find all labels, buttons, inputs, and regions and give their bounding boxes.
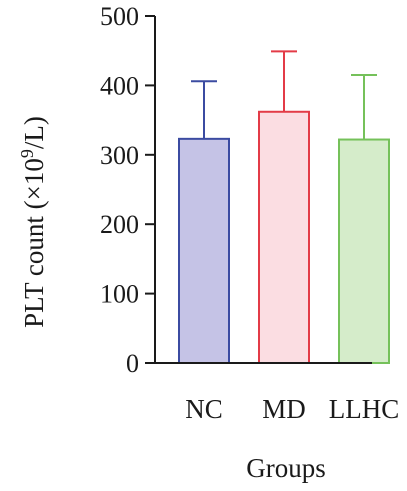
y-tick-label: 400 <box>100 71 139 100</box>
y-tick-label: 0 <box>126 349 139 378</box>
x-tick-label: LLHC <box>329 394 400 424</box>
bar-nc <box>178 137 230 364</box>
y-tick-label: 500 <box>100 2 139 31</box>
bar-md <box>258 110 310 364</box>
y-tick-label: 300 <box>100 141 139 170</box>
y-axis: 0 100 200 300 400 500 <box>100 2 156 378</box>
y-tick-label: 200 <box>100 210 139 239</box>
bars <box>178 50 390 364</box>
x-axis: NC MD LLHC <box>154 362 400 424</box>
y-axis-title: PLT count (×109/L) <box>17 116 49 328</box>
bar-llhc <box>338 138 390 364</box>
y-axis-title-superscript: 9 <box>17 149 37 158</box>
x-axis-title: Groups <box>246 453 326 483</box>
x-tick-label: MD <box>262 394 306 424</box>
y-tick-label: 100 <box>100 280 139 309</box>
x-tick-label: NC <box>185 394 223 424</box>
